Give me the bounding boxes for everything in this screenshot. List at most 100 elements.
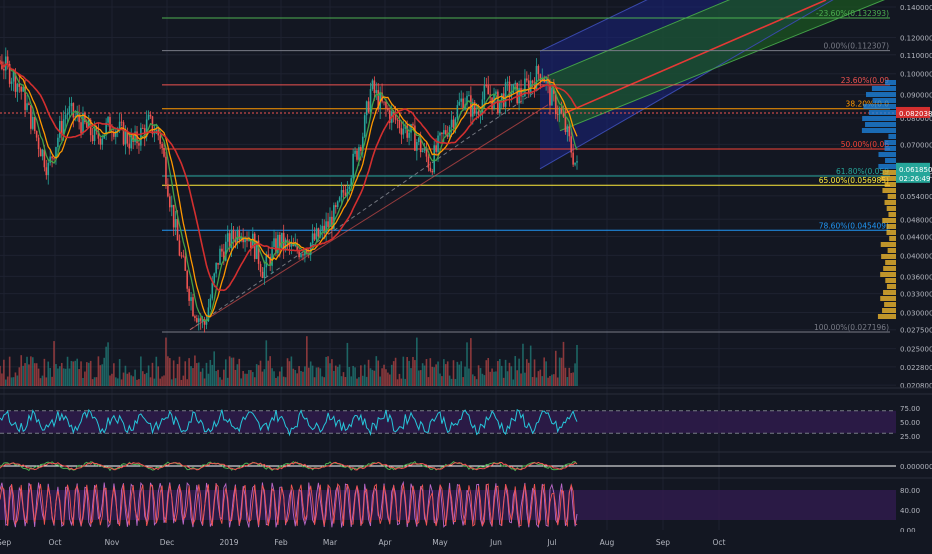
- candle-body: [554, 93, 557, 115]
- ma-slow-line: [0, 61, 578, 292]
- volume-bar: [419, 370, 422, 386]
- candle-body: [562, 113, 565, 117]
- candle-body: [170, 204, 173, 208]
- candle-body: [454, 118, 457, 129]
- volume-bar: [20, 355, 23, 386]
- candle-body: [313, 233, 316, 240]
- volume-bar: [157, 366, 160, 386]
- volume-bar: [174, 378, 177, 386]
- volume-bar: [155, 356, 158, 386]
- candle-body: [197, 318, 200, 323]
- volume-bar: [145, 372, 148, 386]
- candle-body: [24, 86, 26, 110]
- volume-bar: [89, 360, 92, 386]
- candle-body: [333, 205, 335, 229]
- volume-bar: [329, 363, 331, 386]
- candle-body: [124, 131, 127, 145]
- volume-bar: [190, 366, 192, 386]
- candle-body: [6, 56, 9, 64]
- candle-body: [203, 319, 206, 325]
- volume-bar: [109, 375, 111, 386]
- volume-bar: [396, 379, 399, 386]
- volume-bar: [535, 377, 538, 386]
- rsi-line: [0, 408, 578, 437]
- volume-bar: [221, 379, 223, 386]
- volume-bar: [458, 364, 461, 386]
- volume-bar: [385, 369, 387, 386]
- candle-body: [8, 63, 11, 84]
- volume-bar: [16, 375, 19, 386]
- candle-body: [91, 135, 94, 142]
- price-tick-label: 0.100000: [900, 71, 932, 79]
- volume-bar: [491, 368, 493, 386]
- candle-body: [350, 178, 353, 187]
- price-tick-label: 0.054000: [900, 193, 932, 201]
- volume-profile-bar: [888, 212, 896, 217]
- volume-bar: [182, 375, 185, 386]
- volume-bar: [342, 372, 345, 386]
- volume-bar: [186, 379, 188, 386]
- volume-profile-bar: [880, 176, 896, 181]
- candle-body: [551, 87, 553, 106]
- volume-bar: [568, 367, 571, 386]
- volume-bar: [32, 357, 34, 386]
- candle-body: [456, 105, 459, 119]
- candle-body: [26, 103, 28, 110]
- volume-bar: [400, 378, 403, 386]
- candle-body: [373, 80, 376, 93]
- volume-bar: [87, 362, 90, 386]
- candle-body: [28, 103, 30, 106]
- candle-body: [223, 251, 225, 261]
- price-tick-label: 0.070000: [900, 141, 932, 149]
- volume-profile-bar: [877, 314, 896, 319]
- candle-body: [354, 150, 356, 154]
- volume-bar: [551, 374, 553, 386]
- volume-bar: [448, 375, 451, 386]
- candle-body: [549, 83, 551, 106]
- volume-bar: [240, 378, 243, 386]
- volume-bar: [105, 346, 107, 386]
- candle-body: [306, 250, 308, 254]
- candle-body: [358, 147, 360, 160]
- volume-bar: [576, 344, 578, 386]
- volume-bar: [22, 365, 24, 386]
- volume-bar: [122, 372, 125, 386]
- volume-bar: [304, 366, 306, 386]
- volume-bar: [371, 369, 374, 386]
- volume-bar: [257, 365, 260, 386]
- candle-body: [302, 254, 304, 256]
- volume-bar: [556, 377, 559, 386]
- candle-body: [323, 225, 326, 234]
- volume-bar: [531, 377, 534, 386]
- candle-body: [132, 135, 134, 142]
- pitchfork-channel: [539, 0, 885, 170]
- candle-body: [101, 138, 104, 145]
- volume-profile-bar: [883, 266, 896, 271]
- volume-bar: [250, 370, 252, 386]
- volume-bar: [228, 356, 231, 386]
- candle-body: [473, 102, 476, 114]
- volume-bar: [363, 364, 366, 386]
- volume-bar: [178, 356, 181, 386]
- volume-bar: [435, 364, 437, 386]
- volume-bar: [12, 377, 15, 386]
- candle-body: [568, 126, 571, 137]
- candle-body: [0, 60, 1, 62]
- candle-body: [296, 243, 298, 250]
- volume-bar: [543, 357, 545, 386]
- candle-body: [188, 288, 190, 301]
- volume-bar: [574, 363, 576, 386]
- candle-body: [410, 124, 412, 133]
- volume-bar: [352, 365, 354, 386]
- volume-bar: [387, 372, 389, 386]
- price-tick-label: 0.110000: [900, 52, 932, 60]
- candle-body: [47, 162, 50, 176]
- stoch-tick-label: 40.00: [900, 507, 920, 515]
- volume-bar: [524, 372, 526, 386]
- candle-body: [39, 149, 42, 157]
- volume-bar: [43, 358, 46, 386]
- volume-profile-bar: [887, 194, 896, 199]
- volume-profile-bar: [880, 296, 896, 301]
